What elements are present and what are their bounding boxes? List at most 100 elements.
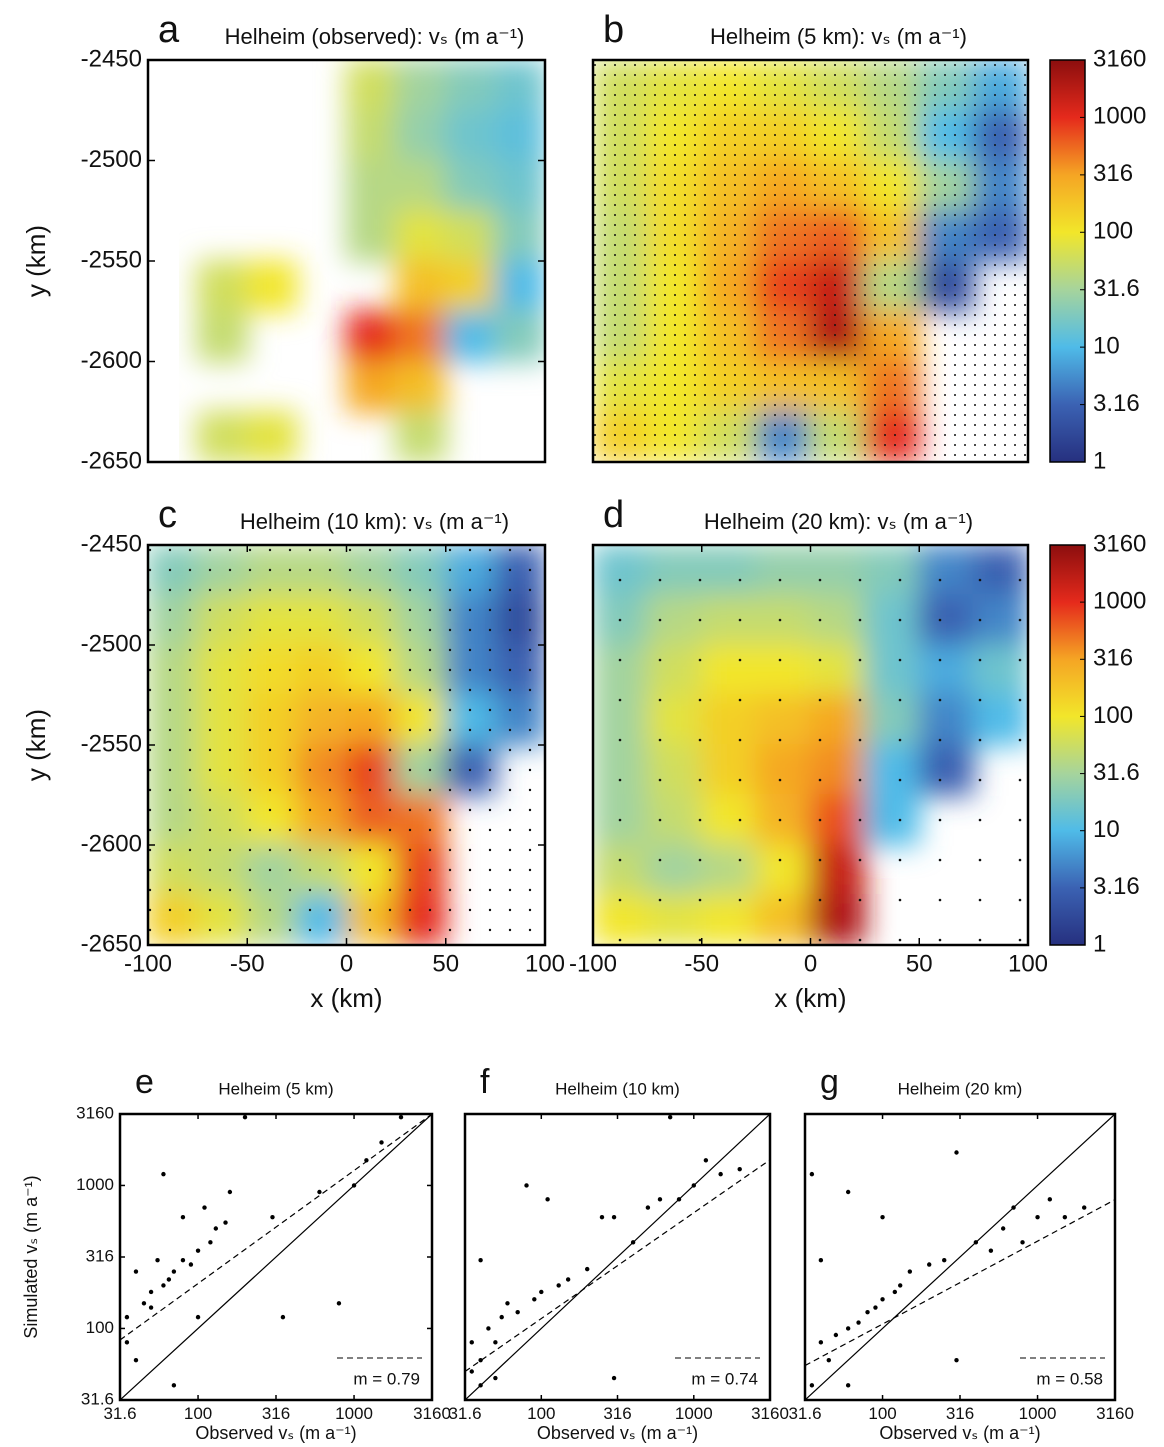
x-axis-label: x (km) (774, 983, 846, 1013)
x-tick-label: 1000 (675, 1404, 713, 1423)
heatmap-field (196, 60, 545, 462)
heatmap-cell (345, 159, 398, 212)
x-tick-label: 31.6 (103, 1404, 136, 1423)
data-point (809, 1171, 815, 1177)
data-point (171, 1383, 177, 1388)
data-point (336, 1301, 342, 1306)
fit-label: m = 0.58 (1036, 1369, 1103, 1388)
heatmap-cell (345, 209, 398, 262)
heatmap-cell (494, 109, 545, 162)
data-point (954, 1357, 959, 1363)
data-point (379, 1140, 384, 1145)
heatmap-cell (494, 209, 545, 262)
x-tick-label: 1000 (1019, 1404, 1057, 1423)
x-axis-label: x (km) (310, 983, 382, 1013)
data-point (486, 1326, 491, 1331)
fit-line (805, 1199, 1115, 1367)
data-point (161, 1283, 166, 1288)
fit-label: m = 0.79 (353, 1369, 420, 1388)
data-point (364, 1158, 369, 1163)
data-point (133, 1357, 139, 1363)
data-point (942, 1258, 947, 1263)
y-tick-label: -2550 (81, 730, 142, 757)
data-point (973, 1240, 979, 1245)
x-tick-label: 0 (804, 951, 817, 978)
fit-line (120, 1114, 432, 1341)
colorbar-tick-label: 3.16 (1093, 873, 1140, 900)
colorbar-tick-label: 1000 (1093, 103, 1146, 130)
heatmap-cell (395, 159, 447, 212)
data-point (227, 1189, 233, 1195)
data-point (398, 1115, 404, 1120)
colorbar-tick-label: 31.6 (1093, 759, 1140, 786)
heatmap-cell (444, 159, 497, 212)
data-point (818, 1258, 824, 1263)
heatmap-cell (395, 260, 447, 313)
data-point (202, 1205, 207, 1210)
x-axis-label: Observed vₛ (m a⁻¹) (195, 1423, 356, 1443)
y-tick-label: -2650 (81, 447, 142, 474)
panel-letter: a (158, 9, 180, 51)
data-point (469, 1369, 474, 1374)
chart-title: Helheim (5 km) (218, 1079, 333, 1098)
data-point (141, 1301, 147, 1306)
colorbar-tick-label: 100 (1093, 218, 1133, 245)
chart-title: Helheim (observed): vₛ (m a⁻¹) (225, 24, 525, 49)
data-point (880, 1297, 885, 1302)
heatmap-field (593, 545, 1028, 945)
data-point (493, 1375, 498, 1381)
data-point (954, 1150, 959, 1155)
data-point (180, 1214, 186, 1220)
data-point (880, 1214, 885, 1220)
data-point (611, 1375, 617, 1381)
data-point (556, 1283, 561, 1288)
data-point (124, 1340, 130, 1345)
x-tick-label: 3160 (751, 1404, 789, 1423)
data-point (718, 1171, 723, 1177)
data-point (317, 1189, 322, 1195)
heatmap-cell (494, 60, 545, 112)
data-point (1011, 1205, 1016, 1210)
heatmap-cell (345, 310, 398, 363)
panel-letter: d (603, 494, 624, 536)
data-point (1020, 1240, 1025, 1245)
heatmap-cell (494, 310, 545, 363)
data-point (280, 1314, 286, 1320)
x-tick-label: -50 (684, 951, 719, 978)
data-point (645, 1205, 651, 1210)
data-point (171, 1269, 177, 1274)
y-tick-label: -2650 (81, 930, 142, 957)
heatmap-field (593, 60, 1028, 462)
heatmap-cell (345, 60, 398, 112)
data-point (188, 1262, 194, 1267)
chart-title: Helheim (10 km) (555, 1079, 680, 1098)
data-point (351, 1183, 357, 1188)
x-tick-label: 316 (603, 1404, 631, 1423)
data-point (1047, 1197, 1053, 1202)
y-tick-label: -2600 (81, 830, 142, 857)
colorbar-tick-label: 316 (1093, 160, 1133, 187)
data-point (539, 1289, 544, 1295)
data-point (703, 1158, 709, 1163)
data-point (630, 1240, 636, 1245)
data-point (148, 1289, 154, 1295)
x-tick-label: 100 (527, 1404, 555, 1423)
heatmap-cell (246, 260, 298, 313)
data-point (892, 1289, 898, 1295)
x-tick-label: 316 (946, 1404, 974, 1423)
data-point (493, 1340, 498, 1345)
plot-area (465, 1114, 770, 1400)
data-point (532, 1297, 537, 1302)
data-point (270, 1214, 275, 1220)
data-point (1062, 1214, 1068, 1220)
identity-line (465, 1114, 770, 1400)
heatmap-cell (444, 310, 497, 363)
x-tick-label: 1000 (335, 1404, 373, 1423)
heatmap-cell (395, 209, 447, 262)
data-point (988, 1248, 994, 1253)
x-tick-label: 100 (1008, 951, 1048, 978)
data-point (124, 1314, 130, 1320)
heatmap-cell (444, 109, 497, 162)
identity-line (805, 1114, 1115, 1400)
heatmap-cell (444, 260, 497, 313)
